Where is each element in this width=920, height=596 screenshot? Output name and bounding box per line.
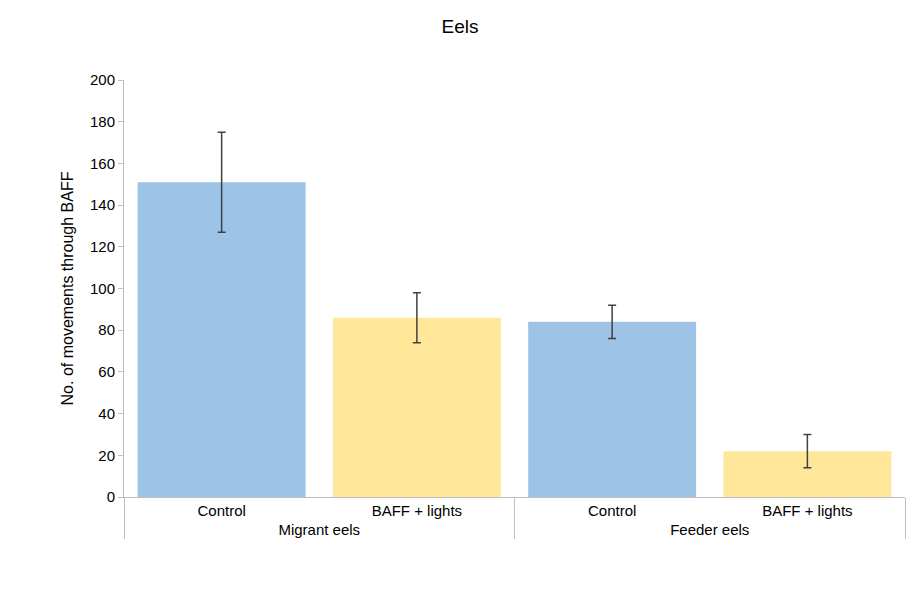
svg-text:80: 80 — [98, 321, 115, 338]
svg-text:BAFF + lights: BAFF + lights — [372, 502, 462, 519]
svg-text:20: 20 — [98, 447, 115, 464]
svg-text:200: 200 — [90, 71, 115, 88]
svg-text:Feeder eels: Feeder eels — [670, 521, 749, 538]
svg-text:160: 160 — [90, 155, 115, 172]
svg-text:60: 60 — [98, 363, 115, 380]
svg-text:BAFF + lights: BAFF + lights — [762, 502, 852, 519]
svg-text:140: 140 — [90, 196, 115, 213]
svg-text:No. of movements through BAFF: No. of movements through BAFF — [59, 171, 76, 405]
svg-text:Control: Control — [197, 502, 245, 519]
svg-text:120: 120 — [90, 238, 115, 255]
svg-text:Eels: Eels — [442, 16, 479, 37]
svg-text:100: 100 — [90, 280, 115, 297]
svg-text:40: 40 — [98, 405, 115, 422]
svg-text:Control: Control — [588, 502, 636, 519]
svg-text:180: 180 — [90, 113, 115, 130]
svg-text:Migrant eels: Migrant eels — [278, 521, 360, 538]
svg-text:0: 0 — [107, 488, 115, 505]
